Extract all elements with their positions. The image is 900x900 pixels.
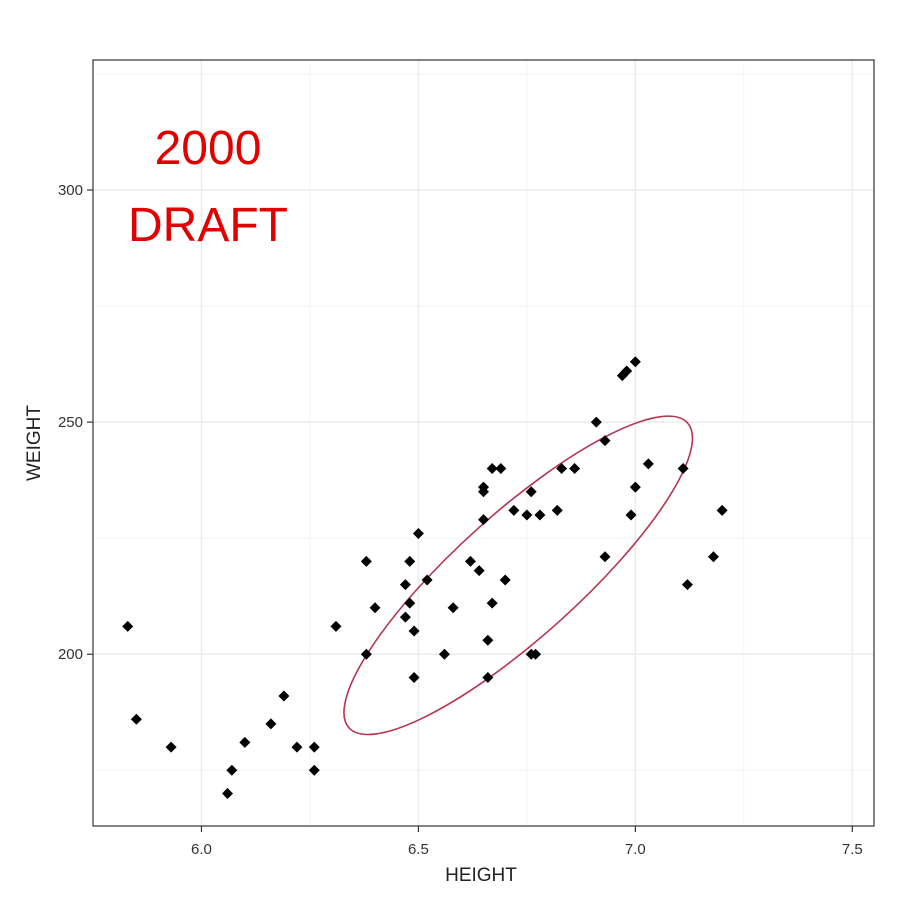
data-point (569, 463, 581, 475)
data-point (408, 625, 420, 637)
data-point (412, 528, 424, 540)
data-point (482, 671, 494, 683)
data-point (681, 579, 693, 591)
data-point (239, 736, 251, 748)
data-point (222, 788, 234, 800)
data-point (486, 597, 498, 609)
data-point (590, 416, 602, 428)
y-tick-label: 300 (58, 182, 83, 199)
data-point (464, 555, 476, 567)
x-tick-label: 6.0 (191, 841, 212, 858)
confidence-ellipse (343, 415, 694, 736)
data-point (551, 504, 563, 516)
y-tick-label: 250 (58, 414, 83, 431)
annotation-year: 2000 (155, 122, 262, 175)
data-point (130, 713, 142, 725)
data-point (629, 356, 641, 368)
x-axis-title: HEIGHT (445, 865, 517, 886)
data-point (122, 620, 134, 632)
data-point (716, 504, 728, 516)
data-point (278, 690, 290, 702)
data-point (530, 648, 542, 660)
panel-border (92, 59, 875, 827)
data-point (486, 463, 498, 475)
y-axis-ticks: 200 250 300 (58, 182, 93, 663)
major-gridlines (93, 60, 874, 826)
annotation-draft: DRAFT (128, 199, 288, 252)
data-point (330, 620, 342, 632)
data-point (521, 509, 533, 521)
data-point (508, 504, 520, 516)
y-axis-title: WEIGHT (24, 405, 45, 481)
data-point (265, 718, 277, 730)
data-point (677, 463, 689, 475)
data-point (621, 365, 633, 377)
data-point (399, 611, 411, 623)
data-point (165, 741, 177, 753)
data-point (556, 463, 568, 475)
data-point (438, 648, 450, 660)
data-point (625, 509, 637, 521)
data-point (499, 574, 511, 586)
data-point (478, 486, 489, 498)
data-point (421, 574, 433, 586)
data-point (482, 634, 494, 646)
data-point (404, 555, 416, 567)
y-tick-label: 200 (58, 646, 83, 663)
data-point (291, 741, 303, 753)
data-point (360, 648, 372, 660)
data-point (308, 764, 320, 776)
data-points (122, 356, 728, 800)
data-point (599, 435, 611, 447)
data-point (399, 579, 411, 591)
x-tick-label: 7.5 (842, 841, 863, 858)
data-point (478, 514, 489, 526)
data-point (226, 764, 238, 776)
confidence-ellipse-layer (343, 415, 694, 736)
data-point (642, 458, 654, 470)
data-point (707, 551, 719, 563)
data-point (599, 551, 611, 563)
data-point (360, 555, 372, 567)
data-point (408, 671, 420, 683)
data-point (534, 509, 546, 521)
data-point (308, 741, 320, 753)
data-point (629, 481, 641, 493)
data-point (404, 597, 416, 609)
data-point (447, 602, 459, 614)
x-tick-label: 7.0 (625, 841, 646, 858)
data-point (525, 486, 537, 498)
minor-gridlines (93, 60, 874, 826)
data-point (369, 602, 381, 614)
data-point (473, 565, 485, 577)
data-point (495, 463, 507, 475)
x-axis-ticks: 6.0 6.5 7.0 7.5 (191, 826, 863, 858)
x-tick-label: 6.5 (408, 841, 429, 858)
